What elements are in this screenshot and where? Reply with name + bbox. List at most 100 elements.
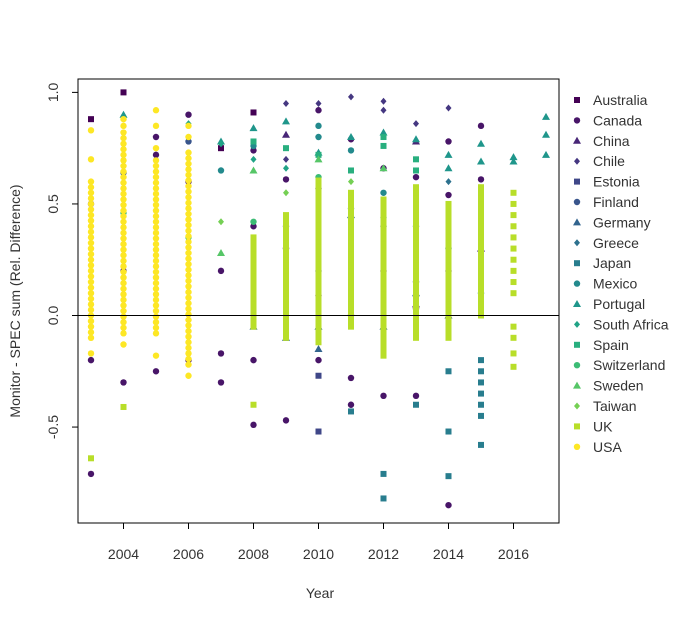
data-point xyxy=(120,263,127,270)
data-point xyxy=(120,146,127,153)
data-point xyxy=(478,217,484,224)
data-point xyxy=(87,239,95,247)
data-point xyxy=(185,372,192,379)
data-point xyxy=(87,195,95,202)
data-point xyxy=(380,392,387,400)
data-point xyxy=(250,323,257,330)
data-point xyxy=(478,368,484,375)
data-point xyxy=(510,245,517,252)
data-point xyxy=(380,347,387,354)
data-point xyxy=(152,173,160,181)
data-point xyxy=(87,189,95,196)
data-point xyxy=(413,318,419,325)
legend-marker xyxy=(574,178,580,185)
data-point xyxy=(283,251,289,258)
data-point xyxy=(379,164,388,172)
data-point xyxy=(283,279,289,286)
data-point xyxy=(185,160,192,167)
data-point xyxy=(185,333,192,340)
data-point xyxy=(152,151,160,159)
data-point xyxy=(152,296,160,304)
data-point xyxy=(87,301,95,308)
data-point xyxy=(347,147,355,154)
data-point xyxy=(478,239,484,246)
data-point xyxy=(185,322,192,329)
data-point xyxy=(380,224,387,231)
data-point xyxy=(120,313,127,320)
series-finland xyxy=(120,138,420,286)
data-point xyxy=(445,301,452,308)
data-point xyxy=(283,212,289,219)
data-point xyxy=(380,196,387,203)
data-point xyxy=(478,295,484,302)
data-point xyxy=(250,284,257,291)
data-point xyxy=(380,308,387,315)
data-point xyxy=(87,317,95,325)
data-point xyxy=(380,207,387,214)
y-tick-label: 0.0 xyxy=(45,306,61,326)
data-point xyxy=(445,279,452,286)
data-point xyxy=(380,241,387,248)
data-point xyxy=(315,272,322,279)
data-point xyxy=(250,401,257,408)
data-point xyxy=(478,301,484,308)
data-point xyxy=(218,140,224,148)
data-point xyxy=(185,238,192,246)
data-point xyxy=(87,250,95,258)
data-point xyxy=(250,290,257,297)
data-point xyxy=(185,327,192,335)
data-point xyxy=(185,344,192,352)
data-point xyxy=(185,171,192,179)
data-point xyxy=(380,285,387,292)
data-point xyxy=(120,213,127,220)
data-point xyxy=(120,134,127,142)
data-point xyxy=(120,179,127,186)
data-point xyxy=(478,357,484,364)
data-point xyxy=(444,150,453,158)
data-point xyxy=(283,267,289,274)
data-point xyxy=(185,361,192,368)
data-point xyxy=(87,323,95,330)
data-point xyxy=(87,356,95,364)
data-point xyxy=(152,330,160,337)
data-point xyxy=(510,189,517,196)
data-point xyxy=(347,374,355,382)
data-point xyxy=(445,245,452,252)
data-point xyxy=(250,267,257,274)
data-point xyxy=(315,277,322,284)
data-point xyxy=(445,329,452,336)
data-point xyxy=(380,218,387,225)
data-point xyxy=(315,205,322,212)
data-point xyxy=(250,155,257,163)
x-tick-label: 2016 xyxy=(498,546,529,562)
data-point xyxy=(380,324,387,331)
data-point xyxy=(542,150,550,158)
data-point xyxy=(120,296,127,304)
legend-item-taiwan: Taiwan xyxy=(574,398,637,414)
data-point xyxy=(152,133,160,141)
data-point xyxy=(510,350,517,357)
data-point xyxy=(348,212,354,219)
data-point xyxy=(348,239,354,246)
data-point xyxy=(380,341,387,348)
data-point xyxy=(445,234,452,241)
data-point xyxy=(478,279,484,286)
series-south-africa xyxy=(185,120,354,203)
data-point xyxy=(120,207,127,214)
data-point xyxy=(477,122,485,130)
data-point xyxy=(315,261,322,268)
data-point xyxy=(120,157,127,164)
data-point xyxy=(185,149,192,156)
data-point xyxy=(283,245,289,252)
data-point xyxy=(185,277,192,285)
data-point xyxy=(510,256,517,263)
data-point xyxy=(185,122,192,130)
legend-marker xyxy=(573,443,581,450)
data-point xyxy=(217,167,225,174)
data-point xyxy=(283,301,289,308)
data-point xyxy=(315,194,322,201)
data-point xyxy=(315,233,322,240)
data-point xyxy=(315,199,322,206)
data-point xyxy=(250,223,257,230)
